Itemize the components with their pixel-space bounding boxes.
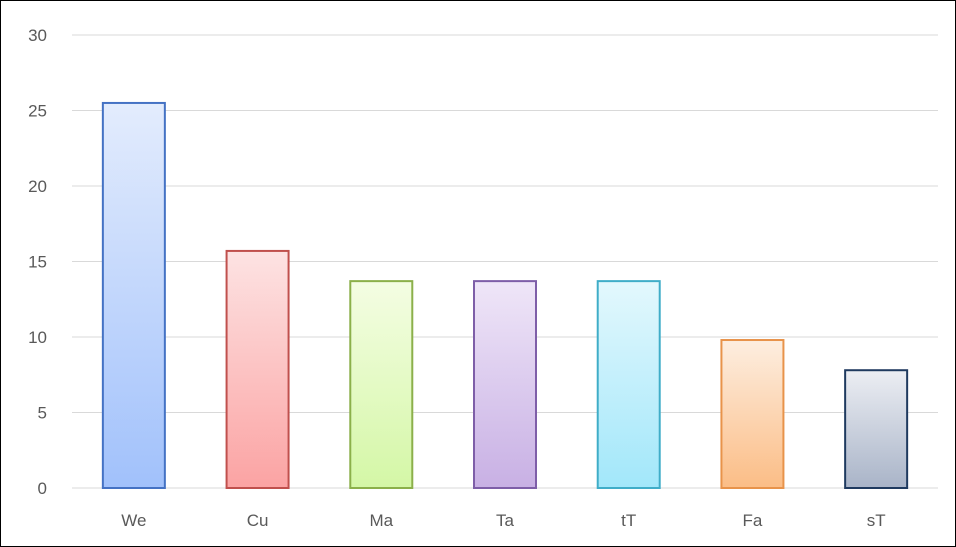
bar-sT xyxy=(844,369,909,489)
bars xyxy=(101,101,909,489)
bar-Fa xyxy=(720,339,785,489)
x-tick-label: tT xyxy=(621,511,636,530)
bar-Ta xyxy=(473,280,537,489)
bar-Cu xyxy=(225,249,290,489)
y-tick-label: 25 xyxy=(28,102,47,121)
x-tick-label: We xyxy=(121,511,146,530)
bar-Ma xyxy=(349,280,414,489)
gridlines xyxy=(72,34,938,489)
y-axis-ticks: 0 5 10 15 20 25 30 xyxy=(28,26,47,498)
x-tick-label: Ma xyxy=(369,511,393,530)
y-tick-label: 20 xyxy=(28,177,47,196)
y-tick-label: 0 xyxy=(38,479,47,498)
bar-tT xyxy=(596,280,661,489)
y-tick-label: 15 xyxy=(28,253,47,272)
y-tick-label: 10 xyxy=(28,328,47,347)
x-tick-label: Ta xyxy=(496,511,515,530)
x-tick-label: Cu xyxy=(247,511,269,530)
x-axis-ticks: We Cu Ma Ta tT Fa sT xyxy=(121,511,885,530)
bar-We xyxy=(101,101,166,489)
y-tick-label: 30 xyxy=(28,26,47,45)
x-tick-label: Fa xyxy=(743,511,763,530)
y-tick-label: 5 xyxy=(38,404,47,423)
x-tick-label: sT xyxy=(867,511,886,530)
